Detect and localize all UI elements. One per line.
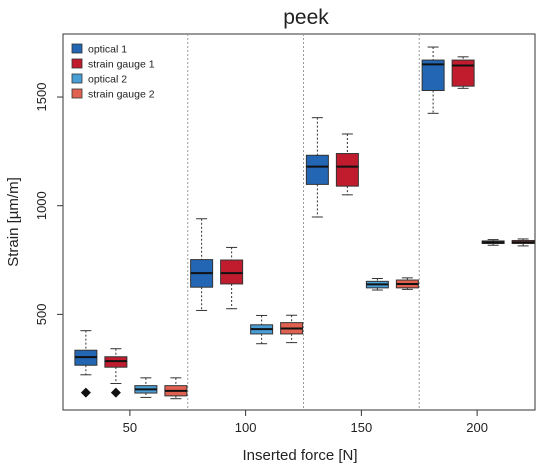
- plot-area-frame: [62, 33, 536, 411]
- legend-swatch: [71, 58, 83, 69]
- iqr-box: [451, 59, 475, 87]
- box-150: [395, 277, 419, 290]
- box-100: [280, 314, 304, 344]
- outlier-point: [110, 387, 121, 398]
- x-tick-label: 200: [466, 420, 488, 435]
- legend-swatch: [71, 73, 83, 84]
- legend-label: optical 2: [88, 74, 127, 86]
- legend-label: strain gauge 1: [88, 59, 155, 71]
- outlier-point: [80, 387, 91, 398]
- x-axis: 50 100 150 200: [123, 410, 488, 435]
- x-tick-label: 150: [351, 420, 373, 435]
- box-200: [451, 56, 475, 89]
- group-separators: [187, 34, 420, 410]
- box-150: [335, 133, 359, 196]
- box-100: [220, 246, 244, 310]
- iqr-box: [421, 59, 445, 92]
- box-50: [74, 330, 98, 376]
- y-tick-label: 1000: [34, 191, 49, 220]
- y-tick-label: 1500: [34, 83, 49, 112]
- box-200: [421, 46, 445, 114]
- box-100: [250, 314, 274, 345]
- y-tick-label: 500: [34, 304, 49, 326]
- series-optical-1: [74, 46, 445, 398]
- iqr-box: [305, 154, 329, 185]
- box-50: [134, 377, 158, 398]
- series-optical-2: [134, 239, 505, 398]
- legend-label: optical 1: [88, 44, 127, 56]
- x-tick-label: 50: [123, 420, 137, 435]
- y-axis-title: Strain [µm/m]: [5, 177, 22, 267]
- box-series: [74, 46, 535, 400]
- x-axis-title: Inserted force [N]: [242, 447, 357, 464]
- iqr-box: [335, 153, 359, 187]
- box-200: [481, 239, 505, 246]
- box-150: [365, 278, 389, 291]
- iqr-box: [220, 259, 244, 285]
- chart-title: peek: [283, 6, 329, 29]
- box-50: [104, 348, 128, 384]
- legend: optical 1 strain gauge 1 optical 2 strain g…: [71, 43, 155, 101]
- series-strain-gauge-1: [104, 56, 475, 398]
- box-50: [164, 377, 188, 400]
- legend-swatch: [71, 88, 83, 99]
- series-strain-gauge-2: [164, 238, 535, 400]
- x-tick-label: 100: [235, 420, 257, 435]
- box-200: [511, 238, 535, 247]
- legend-label: strain gauge 2: [88, 89, 155, 101]
- box-100: [190, 218, 214, 311]
- box-150: [305, 117, 329, 218]
- y-axis: 500 1000 1500: [34, 83, 63, 326]
- legend-swatch: [71, 43, 83, 54]
